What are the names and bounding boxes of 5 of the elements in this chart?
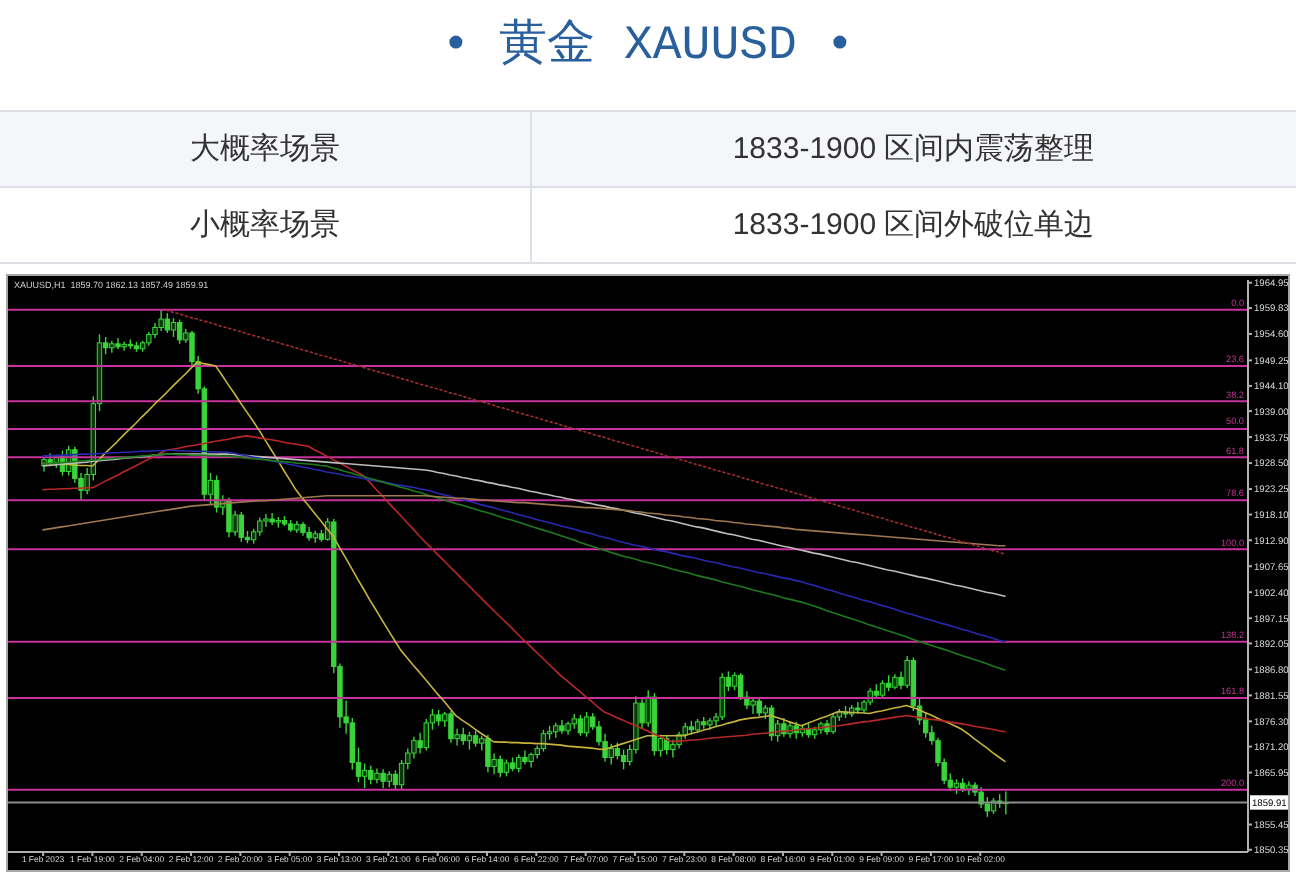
- text: 小概率场景: [0, 188, 532, 262]
- chart-title: • 黄金 XAUUSD •: [439, 16, 857, 78]
- text: 大概率场景: [0, 112, 532, 186]
- text: 1833-1900 区间内震荡整理: [730, 130, 1097, 170]
- text: 1833-1900 区间外破位单边: [730, 206, 1097, 246]
